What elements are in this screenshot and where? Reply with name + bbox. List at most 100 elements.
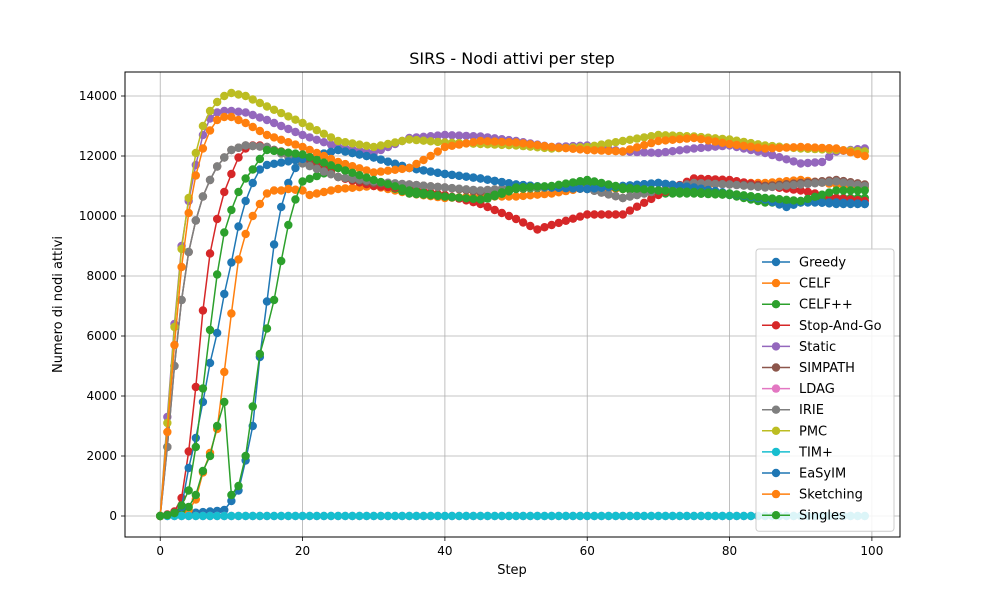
data-point <box>839 146 848 155</box>
data-point <box>341 511 350 521</box>
data-point <box>326 511 336 521</box>
data-point <box>824 177 834 187</box>
data-point <box>284 124 293 134</box>
data-point <box>191 511 201 521</box>
series-singles <box>156 145 869 521</box>
data-point <box>682 187 692 196</box>
data-point <box>269 295 279 305</box>
data-point <box>526 511 535 521</box>
data-point <box>205 358 215 368</box>
data-point <box>647 179 656 188</box>
data-point <box>241 196 250 206</box>
data-point <box>583 175 592 185</box>
data-point <box>490 190 499 199</box>
data-point <box>696 143 706 153</box>
data-point <box>711 188 720 198</box>
data-point <box>234 107 243 116</box>
data-point <box>540 223 549 232</box>
data-point <box>248 402 257 411</box>
series-sketching <box>156 112 869 521</box>
data-point <box>718 189 727 198</box>
data-point <box>511 138 521 147</box>
data-point <box>454 140 464 149</box>
data-point <box>298 142 307 152</box>
data-point <box>483 185 492 195</box>
data-point <box>618 210 628 219</box>
data-point <box>227 88 236 98</box>
data-point <box>227 258 236 267</box>
data-point <box>696 135 706 144</box>
data-point <box>860 151 869 161</box>
data-point <box>305 174 314 183</box>
data-point <box>255 199 265 209</box>
data-point <box>376 511 386 521</box>
data-point <box>298 511 307 521</box>
data-point <box>426 151 435 161</box>
data-point <box>817 157 827 167</box>
data-point <box>433 511 442 521</box>
data-point <box>725 511 734 521</box>
data-point <box>689 187 699 197</box>
data-point <box>839 178 848 187</box>
data-point <box>433 137 442 147</box>
data-point <box>419 155 428 165</box>
legend-swatch-marker <box>771 489 781 499</box>
legend-label: LDAG <box>799 382 835 397</box>
data-point <box>647 138 656 148</box>
data-point <box>583 511 592 521</box>
data-point <box>518 139 528 148</box>
data-point <box>205 451 215 461</box>
data-point <box>725 139 734 149</box>
data-point <box>590 210 599 219</box>
data-point <box>277 202 286 212</box>
data-point <box>355 171 364 180</box>
legend-label: Static <box>799 340 836 355</box>
data-point <box>832 186 841 195</box>
data-point <box>390 159 400 168</box>
data-point <box>333 136 343 146</box>
data-point <box>333 163 343 173</box>
y-tick-label: 6000 <box>86 329 117 343</box>
data-point <box>768 182 777 192</box>
data-point <box>711 179 720 189</box>
data-point <box>397 136 407 146</box>
data-point <box>405 186 414 195</box>
legend-swatch-marker <box>771 321 781 330</box>
data-point <box>654 130 663 140</box>
legend-label: Singles <box>799 509 846 524</box>
data-point <box>604 210 613 219</box>
data-point <box>511 192 521 201</box>
data-point <box>632 511 642 521</box>
data-point <box>341 138 350 147</box>
data-point <box>540 511 549 521</box>
data-point <box>575 212 585 221</box>
data-point <box>518 511 528 521</box>
data-point <box>668 511 677 521</box>
data-point <box>305 162 314 171</box>
data-point <box>227 511 236 521</box>
legend-box <box>755 248 895 532</box>
data-point <box>262 160 272 170</box>
data-point <box>668 147 677 156</box>
data-point <box>326 140 336 149</box>
data-point <box>533 182 542 191</box>
y-tick-label: 14000 <box>79 89 117 103</box>
data-point <box>476 174 485 183</box>
data-point <box>170 508 179 518</box>
data-point <box>504 211 514 221</box>
data-point <box>262 145 272 155</box>
data-point <box>205 106 215 116</box>
data-point <box>255 349 265 359</box>
data-point <box>248 122 257 132</box>
data-point <box>284 148 293 157</box>
data-point <box>739 181 748 190</box>
data-point <box>412 180 421 190</box>
data-point <box>511 214 521 224</box>
data-point <box>255 126 265 136</box>
data-point <box>860 186 869 195</box>
data-point <box>205 175 215 185</box>
data-point <box>312 171 321 181</box>
data-point <box>718 511 727 521</box>
data-point <box>632 184 642 193</box>
data-point <box>305 122 314 131</box>
